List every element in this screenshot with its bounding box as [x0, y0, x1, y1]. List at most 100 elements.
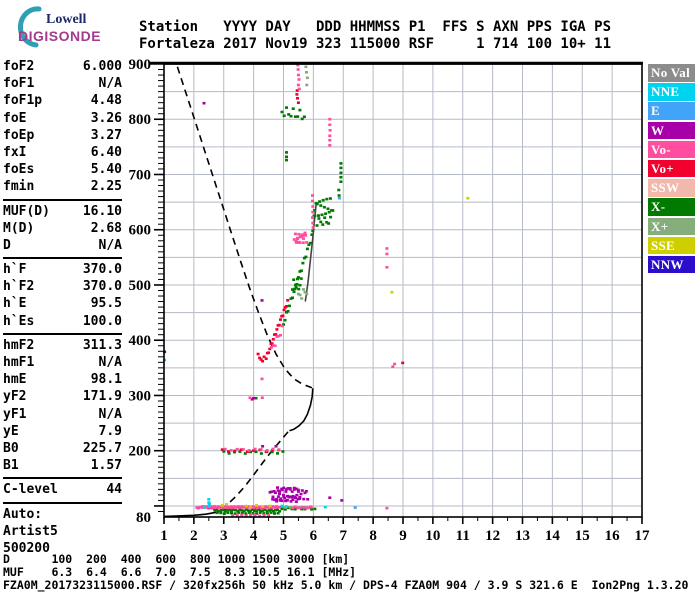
param-value: 3.26	[90, 110, 122, 126]
param-value: N/A	[98, 355, 122, 370]
x-tick-label: 6	[310, 528, 318, 544]
param-value: 6.40	[90, 144, 122, 160]
header-line2: Fortaleza 2017 Nov19 323 115000 RSF 1 71…	[139, 36, 612, 52]
param-row-md: M(D) 2.68	[3, 220, 122, 237]
param-label: foEs	[3, 162, 35, 178]
param-label: fxI	[3, 144, 27, 160]
param-value: N/A	[98, 76, 122, 92]
param-label: hmF1	[3, 355, 35, 370]
param-label: MUF(D)	[3, 203, 50, 219]
param-row-hf: h`F 370.0	[3, 261, 122, 278]
param-row-hmf2: hmF2 311.3	[3, 337, 122, 354]
lowell-digisonde-logo: Lowell DIGISONDE	[6, 4, 136, 52]
param-label: yF1	[3, 406, 27, 422]
y-tick-label: 900	[129, 57, 152, 73]
legend-item-ssw: SSW	[648, 179, 695, 197]
param-label: 500200	[3, 540, 50, 556]
param-label: yE	[3, 423, 19, 439]
param-value: 2.68	[90, 220, 122, 236]
x-tick-label: 12	[485, 528, 500, 544]
x-tick-label: 3	[220, 528, 228, 544]
param-row-b0: B0 225.7	[3, 440, 122, 457]
y-tick-label: 200	[129, 444, 152, 460]
param-label: foF1	[3, 76, 35, 92]
y-tick-label: 700	[129, 168, 152, 184]
x-tick-label: 10	[425, 528, 440, 544]
muf-row: MUF 6.3 6.4 6.6 7.0 7.5 8.3 10.5 16.1 [M…	[3, 565, 357, 580]
header-line1: Station YYYY DAY DDD HHMMSS P1 FFS S AXN…	[139, 19, 612, 35]
param-label: Artist5	[3, 523, 58, 539]
param-label: foF2	[3, 59, 35, 74]
param-label: yF2	[3, 389, 27, 405]
param-value: 5.40	[90, 162, 122, 178]
param-row-yf2: yF2 171.9	[3, 388, 122, 405]
param-value: 311.3	[82, 337, 122, 353]
param-label: h`F	[3, 262, 27, 278]
x-tick-label: 9	[399, 528, 407, 544]
param-row-fof1: foF1 N/A	[3, 75, 122, 92]
panel-divider	[3, 501, 122, 504]
param-row-yf1: yF1 N/A	[3, 406, 122, 423]
param-row-hes: h`Es 100.0	[3, 313, 122, 330]
param-label: h`F2	[3, 279, 35, 295]
panel-divider	[3, 257, 122, 260]
y-tick-label: 400	[129, 333, 152, 349]
x-tick-label: 8	[369, 528, 377, 544]
param-value: 95.5	[90, 296, 122, 312]
param-row-auto: Auto:	[3, 506, 122, 523]
param-row-mufd: MUF(D) 16.10	[3, 203, 122, 220]
param-row-hme: hmE 98.1	[3, 371, 122, 388]
param-row-hf2: h`F2 370.0	[3, 278, 122, 295]
param-row-fof2: foF2 6.000	[3, 58, 122, 75]
legend-item-x-: X-	[648, 198, 695, 216]
panel-divider	[3, 477, 122, 480]
legend-item-vo-: Vo-	[648, 140, 695, 159]
param-value: 16.10	[82, 203, 122, 219]
param-row-artist5: Artist5	[3, 523, 122, 540]
param-row-ye: yE 7.9	[3, 423, 122, 440]
param-row-foep: foEp 3.27	[3, 127, 122, 144]
param-row-500200: 500200	[3, 540, 122, 557]
param-value: 44	[106, 482, 122, 498]
legend-item-e: E	[648, 102, 695, 120]
param-row-foe: foE 3.26	[3, 110, 122, 127]
x-tick-label: 11	[456, 528, 470, 544]
y-tick-label: 800	[129, 112, 152, 128]
echo-direction-legend: No Val NNE E W Vo- Vo+ SSW X- X+ SSE NNW	[648, 64, 695, 275]
panel-divider	[3, 198, 122, 201]
param-row-clevel: C-level 44	[3, 481, 122, 498]
param-row-he: h`E 95.5	[3, 295, 122, 312]
logo-swoosh-icon	[17, 6, 42, 48]
y-tick-label: 500	[129, 278, 152, 294]
param-row-hmf1: hmF1 N/A	[3, 354, 122, 371]
footer-readout: D 100 200 400 600 800 1000 1500 3000 [km…	[3, 552, 688, 593]
y-tick-label: 300	[129, 389, 152, 405]
param-value: 100.0	[82, 313, 122, 329]
d-distance-row: D 100 200 400 600 800 1000 1500 3000 [km…	[3, 552, 350, 566]
x-tick-label: 7	[340, 528, 348, 544]
y-tick-label: 600	[129, 223, 152, 239]
param-label: hmE	[3, 372, 27, 388]
param-row-d: D N/A	[3, 237, 122, 254]
param-value: 171.9	[82, 389, 122, 405]
param-value: N/A	[98, 237, 122, 253]
x-tick-label: 17	[635, 528, 651, 544]
x-tick-label: 1	[160, 528, 168, 544]
param-label: hmF2	[3, 337, 35, 353]
param-label: h`Es	[3, 313, 35, 329]
station-header: Station YYYY DAY DDD HHMMSS P1 FFS S AXN…	[139, 19, 611, 53]
param-label: M(D)	[3, 220, 35, 236]
param-label: Auto:	[3, 506, 43, 522]
logo-text-lowell: Lowell	[46, 12, 87, 27]
param-value: 370.0	[82, 262, 122, 278]
x-tick-label: 5	[280, 528, 288, 544]
param-label: B1	[3, 458, 19, 474]
param-value: 370.0	[82, 279, 122, 295]
param-value: 7.9	[98, 423, 122, 439]
param-label: foEp	[3, 127, 35, 143]
param-label: foF1p	[3, 93, 43, 109]
param-label: fmin	[3, 179, 35, 195]
y-tick-label: 80	[136, 510, 151, 526]
